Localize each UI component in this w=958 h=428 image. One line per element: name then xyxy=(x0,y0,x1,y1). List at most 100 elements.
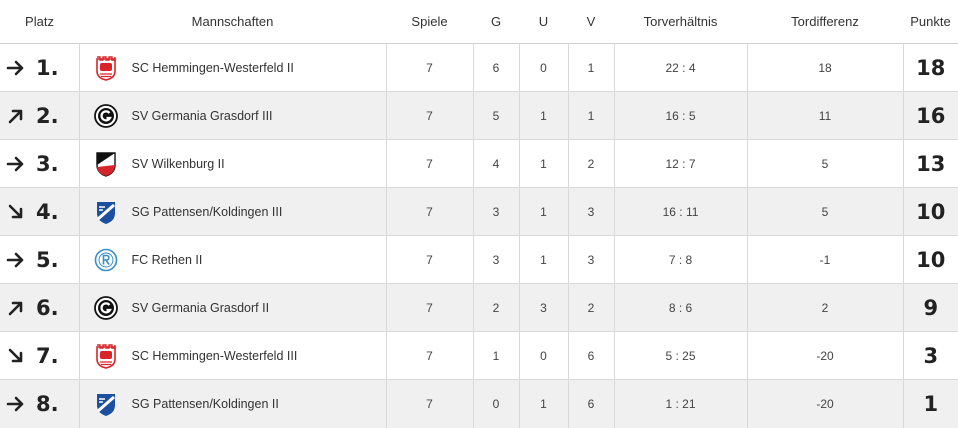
place-number: 4. xyxy=(36,199,59,224)
goal-difference-cell: -20 xyxy=(747,379,904,428)
header-losses[interactable]: V xyxy=(586,14,596,29)
draws-cell: 0 xyxy=(519,331,569,380)
team-name[interactable]: SG Pattensen/Koldingen III xyxy=(131,204,283,219)
draws-cell: 0 xyxy=(519,43,569,92)
losses-cell: 3 xyxy=(568,235,615,284)
goals-cell: 1 : 21 xyxy=(614,379,748,428)
team-name[interactable]: SV Wilkenburg II xyxy=(131,156,225,171)
header-place[interactable]: Platz xyxy=(25,14,54,29)
team-cell[interactable]: SV Wilkenburg II xyxy=(79,139,387,188)
team-cell[interactable]: SG Pattensen/Koldingen II xyxy=(79,379,387,428)
place-cell: 6. xyxy=(0,283,80,332)
team-name[interactable]: SG Pattensen/Koldingen II xyxy=(131,396,279,411)
team-cell[interactable]: SV Germania Grasdorf III xyxy=(79,91,387,140)
draws-cell: 1 xyxy=(519,235,569,284)
team-name[interactable]: SV Germania Grasdorf III xyxy=(131,108,273,123)
goal-difference-cell: 11 xyxy=(747,91,904,140)
goals-cell: 12 : 7 xyxy=(614,139,748,188)
losses-cell: 3 xyxy=(568,187,615,236)
header-games[interactable]: Spiele xyxy=(411,14,448,29)
fc-rethen-logo xyxy=(94,247,118,273)
goals-cell: 7 : 8 xyxy=(614,235,748,284)
team-name[interactable]: SC Hemmingen-Westerfeld III xyxy=(131,348,298,363)
goals-cell: 16 : 5 xyxy=(614,91,748,140)
header-row: Platz Mannschaften Spiele G U V Torverhä… xyxy=(0,0,958,44)
sg-pattensen-koldingen-logo xyxy=(94,199,118,225)
wins-cell: 1 xyxy=(473,331,520,380)
draws-cell: 1 xyxy=(519,379,569,428)
team-name[interactable]: FC Rethen II xyxy=(131,252,203,267)
points-cell: 13 xyxy=(903,139,958,188)
place-cell: 2. xyxy=(0,91,80,140)
place-number: 3. xyxy=(36,151,59,176)
goal-difference-cell: 2 xyxy=(747,283,904,332)
header-teams[interactable]: Mannschaften xyxy=(191,14,274,29)
table-row[interactable]: 5. FC Rethen II 7 3 1 3 7 : 8 -1 10 xyxy=(0,235,958,284)
table-row[interactable]: 4. SG Pattensen/Koldingen III 7 3 1 3 16 : 11 5… xyxy=(0,187,958,236)
place-cell: 4. xyxy=(0,187,80,236)
points-cell: 3 xyxy=(903,331,958,380)
goals-cell: 5 : 25 xyxy=(614,331,748,380)
losses-cell: 1 xyxy=(568,43,615,92)
team-cell[interactable]: SG Pattensen/Koldingen III xyxy=(79,187,387,236)
place-cell: 3. xyxy=(0,139,80,188)
table-row[interactable]: 7. SC Hemmingen-Westerfeld III 7 1 0 6 5 : 25-… xyxy=(0,331,958,380)
team-name[interactable]: SV Germania Grasdorf II xyxy=(131,300,270,315)
place-number: 6. xyxy=(36,295,59,320)
goal-difference-cell: 18 xyxy=(747,43,904,92)
table-row[interactable]: 2. SV Germania Grasdorf III 7 5 1 1 16 : 5 11 16 xyxy=(0,91,958,140)
wins-cell: 3 xyxy=(473,235,520,284)
team-name[interactable]: SC Hemmingen-Westerfeld II xyxy=(131,60,294,75)
games-cell: 7 xyxy=(386,379,474,428)
points-cell: 10 xyxy=(903,235,958,284)
header-goal-difference[interactable]: Tordifferenz xyxy=(791,14,859,29)
arrow-down-right-icon xyxy=(6,202,26,222)
games-cell: 7 xyxy=(386,187,474,236)
wins-cell: 2 xyxy=(473,283,520,332)
goals-cell: 8 : 6 xyxy=(614,283,748,332)
header-points[interactable]: Punkte xyxy=(910,14,951,29)
team-cell[interactable]: SV Germania Grasdorf II xyxy=(79,283,387,332)
points-cell: 9 xyxy=(903,283,958,332)
team-cell[interactable]: SC Hemmingen-Westerfeld II xyxy=(79,43,387,92)
header-draws[interactable]: U xyxy=(538,14,549,29)
goal-difference-cell: 5 xyxy=(747,139,904,188)
games-cell: 7 xyxy=(386,43,474,92)
arrow-right-icon xyxy=(6,394,26,414)
points-cell: 18 xyxy=(903,43,958,92)
arrow-down-right-icon xyxy=(6,346,26,366)
place-cell: 7. xyxy=(0,331,80,380)
draws-cell: 1 xyxy=(519,187,569,236)
sv-germania-grasdorf-logo xyxy=(93,295,118,321)
table-row[interactable]: 3. SV Wilkenburg II 7 4 1 2 12 : 7 5 13 xyxy=(0,139,958,188)
wins-cell: 5 xyxy=(473,91,520,140)
losses-cell: 1 xyxy=(568,91,615,140)
wins-cell: 6 xyxy=(473,43,520,92)
place-number: 2. xyxy=(36,103,59,128)
table-row[interactable]: 1. SC Hemmingen-Westerfeld II 7 6 0 1 22 : 4 18… xyxy=(0,43,958,92)
arrow-right-icon xyxy=(6,250,26,270)
standings-body: 1. SC Hemmingen-Westerfeld II 7 6 0 1 22 : 4 18… xyxy=(0,43,958,428)
games-cell: 7 xyxy=(386,139,474,188)
sv-germania-grasdorf-logo xyxy=(93,103,118,129)
header-wins[interactable]: G xyxy=(490,14,502,29)
arrow-up-right-icon xyxy=(6,298,26,318)
team-cell[interactable]: FC Rethen II xyxy=(79,235,387,284)
team-cell[interactable]: SC Hemmingen-Westerfeld III xyxy=(79,331,387,380)
points-cell: 1 xyxy=(903,379,958,428)
losses-cell: 2 xyxy=(568,283,615,332)
place-number: 1. xyxy=(36,55,59,80)
goals-cell: 22 : 4 xyxy=(614,43,748,92)
draws-cell: 1 xyxy=(519,139,569,188)
arrow-up-right-icon xyxy=(6,106,26,126)
header-goals[interactable]: Torverhältnis xyxy=(643,14,718,29)
losses-cell: 2 xyxy=(568,139,615,188)
losses-cell: 6 xyxy=(568,331,615,380)
table-row[interactable]: 8. SG Pattensen/Koldingen II 7 0 1 6 1 : 21 -20… xyxy=(0,379,958,428)
place-number: 5. xyxy=(36,247,59,272)
losses-cell: 6 xyxy=(568,379,615,428)
goal-difference-cell: 5 xyxy=(747,187,904,236)
sv-wilkenburg-logo xyxy=(94,151,118,177)
arrow-right-icon xyxy=(6,154,26,174)
